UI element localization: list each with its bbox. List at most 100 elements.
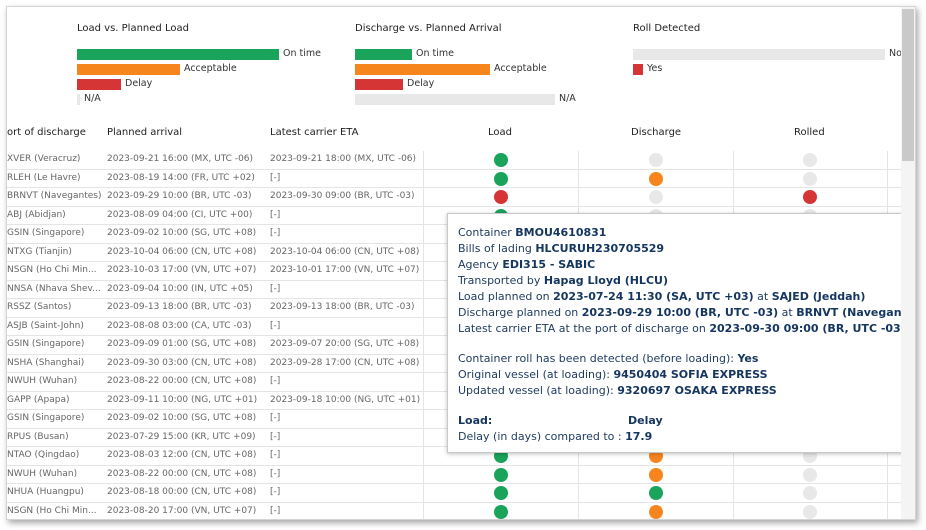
legend-bar <box>77 49 279 60</box>
legend-label: N/A <box>84 93 101 104</box>
eta-cell: [-] <box>270 228 281 238</box>
table-row[interactable]: NWUH (Wuhan) 2023-08-22 00:00 (CN, UTC +0… <box>7 466 902 484</box>
eta-cell: 2023-09-21 18:00 (MX, UTC -06) <box>270 154 417 164</box>
legend-bar <box>77 79 121 90</box>
load-status-dot[interactable] <box>494 153 508 167</box>
discharge-status-dot[interactable] <box>649 504 663 519</box>
discharge-status-dot[interactable] <box>649 171 663 186</box>
legend-bar <box>633 64 643 75</box>
eta-cell: [-] <box>270 320 281 331</box>
planned-arrival-cell: 2023-09-02 10:00 (SG, UTC +08) <box>107 413 257 423</box>
legend-bar <box>355 49 412 60</box>
eta-cell: [-] <box>270 505 281 516</box>
col-header-load[interactable]: Load <box>488 127 512 138</box>
load-status-dot[interactable] <box>494 504 508 519</box>
eta-cell: 2023-09-30 09:00 (BR, UTC -03) <box>270 191 415 201</box>
col-header-rolled[interactable]: Rolled <box>794 127 825 138</box>
port-cell: ABJ (Abidjan) <box>7 209 66 220</box>
port-cell: NHUA (Huangpu) <box>7 487 84 497</box>
eta-cell: 2023-09-07 20:00 (SG, UTC +08) <box>270 339 420 349</box>
rolled-status-dot[interactable] <box>803 486 817 500</box>
tooltip-latest-eta: Latest carrier ETA at the port of discha… <box>458 322 906 335</box>
tooltip-updated-vessel: Updated vessel (at loading): 9320697 OSA… <box>458 384 777 397</box>
legend-bar <box>77 94 80 105</box>
eta-cell: 2023-10-01 17:00 (VN, UTC +07) <box>270 265 420 275</box>
eta-cell: [-] <box>270 376 281 386</box>
legend-label: Delay <box>407 78 435 89</box>
col-header-port[interactable]: ort of discharge <box>7 127 86 138</box>
legend-label: N/A <box>559 93 576 104</box>
tooltip-load-status-value: Delay <box>628 414 663 427</box>
eta-cell: [-] <box>270 413 281 423</box>
planned-arrival-cell: 2023-10-04 06:00 (CN, UTC +08) <box>107 246 257 257</box>
load-status-dot[interactable] <box>494 190 508 204</box>
discharge-status-dot[interactable] <box>649 153 663 167</box>
load-status-dot[interactable] <box>494 467 508 482</box>
port-cell: XVER (Veracruz) <box>7 154 81 164</box>
planned-arrival-cell: 2023-08-20 17:00 (VN, UTC +07) <box>107 505 257 516</box>
table-row[interactable]: RLEH (Le Havre) 2023-08-19 14:00 (FR, UTC… <box>7 170 902 188</box>
table-row[interactable]: NSGN (Ho Chi Min... 2023-08-20 17:00 (VN,… <box>7 503 902 520</box>
rolled-status-dot[interactable] <box>803 190 817 204</box>
eta-cell: [-] <box>270 487 281 497</box>
load-status-dot[interactable] <box>494 486 508 500</box>
rolled-status-dot[interactable] <box>803 504 817 519</box>
load-status-dot[interactable] <box>494 171 508 186</box>
port-cell: NSGN (Ho Chi Min... <box>7 265 97 275</box>
planned-arrival-cell: 2023-09-11 10:00 (NG, UTC +01) <box>107 394 258 405</box>
legend-label: Acceptable <box>184 63 237 74</box>
port-cell: GSIN (Singapore) <box>7 228 85 238</box>
col-header-planned-arrival[interactable]: Planned arrival <box>107 127 183 138</box>
table-row[interactable]: XVER (Veracruz) 2023-09-21 16:00 (MX, UTC… <box>7 151 902 170</box>
port-cell: GSIN (Singapore) <box>7 339 85 349</box>
eta-cell: [-] <box>270 283 281 294</box>
container-tooltip: Container BMOU4610831 Bills of lading HL… <box>447 213 915 453</box>
eta-cell: [-] <box>270 450 281 460</box>
port-cell: GSIN (Singapore) <box>7 413 85 423</box>
dashboard-frame: Load vs. Planned Load On time Acceptable D… <box>6 6 916 520</box>
eta-cell: [-] <box>270 209 281 220</box>
table-row[interactable]: BRNVT (Navegantes) 2023-09-29 10:00 (BR, … <box>7 188 902 207</box>
discharge-status-dot[interactable] <box>649 486 663 500</box>
port-cell: ASJB (Saint-John) <box>7 320 84 331</box>
legend-bar <box>355 79 403 90</box>
rolled-status-dot[interactable] <box>803 153 817 167</box>
legend-label: On time <box>416 48 454 59</box>
port-cell: NNSA (Nhava Shev... <box>7 283 101 294</box>
vertical-scrollbar[interactable] <box>901 7 915 519</box>
col-header-discharge[interactable]: Discharge <box>631 127 682 138</box>
eta-cell: 2023-09-28 17:00 (CN, UTC +08) <box>270 357 420 368</box>
tooltip-discharge-planned: Discharge planned on 2023-09-29 10:00 (B… <box>458 306 916 319</box>
legend-title: Load vs. Planned Load <box>77 23 189 34</box>
planned-arrival-cell: 2023-08-09 04:00 (CI, UTC +00) <box>107 209 253 220</box>
tooltip-bill-of-lading: Bills of lading HLCURUH230705529 <box>458 242 665 255</box>
discharge-status-dot[interactable] <box>649 467 663 482</box>
port-cell: NTAO (Qingdao) <box>7 450 80 460</box>
scrollbar-thumb[interactable] <box>902 9 914 161</box>
planned-arrival-cell: 2023-09-09 01:00 (SG, UTC +08) <box>107 339 257 349</box>
discharge-status-dot[interactable] <box>649 190 663 204</box>
tooltip-load-status: Load: <box>458 414 493 427</box>
rolled-status-dot[interactable] <box>803 171 817 186</box>
tooltip-carrier: Transported by Hapag Lloyd (HLCU) <box>458 274 668 287</box>
legend-label: On time <box>283 48 321 59</box>
rolled-status-dot[interactable] <box>803 467 817 482</box>
planned-arrival-cell: 2023-10-03 17:00 (VN, UTC +07) <box>107 265 257 275</box>
legend-bar <box>355 94 555 105</box>
planned-arrival-cell: 2023-07-29 15:00 (KR, UTC +09) <box>107 431 256 442</box>
planned-arrival-cell: 2023-09-02 10:00 (SG, UTC +08) <box>107 228 257 238</box>
planned-arrival-cell: 2023-08-18 00:00 (CN, UTC +08) <box>107 487 257 497</box>
legend-label: Delay <box>125 78 153 89</box>
eta-cell: 2023-09-13 18:00 (BR, UTC -03) <box>270 302 415 312</box>
col-header-eta[interactable]: Latest carrier ETA <box>270 127 359 138</box>
planned-arrival-cell: 2023-09-30 03:00 (CN, UTC +08) <box>107 357 257 368</box>
port-cell: NSHA (Shanghai) <box>7 357 85 368</box>
tooltip-roll-detected: Container roll has been detected (before… <box>458 352 759 365</box>
planned-arrival-cell: 2023-08-19 14:00 (FR, UTC +02) <box>107 172 255 183</box>
column-divider <box>423 151 424 519</box>
legend-label: No <box>889 48 902 59</box>
table-row[interactable]: NHUA (Huangpu) 2023-08-18 00:00 (CN, UTC … <box>7 484 902 503</box>
port-cell: BRNVT (Navegantes) <box>7 191 101 201</box>
planned-arrival-cell: 2023-08-08 03:00 (CA, UTC -03) <box>107 320 252 331</box>
port-cell: RPUS (Busan) <box>7 431 69 442</box>
